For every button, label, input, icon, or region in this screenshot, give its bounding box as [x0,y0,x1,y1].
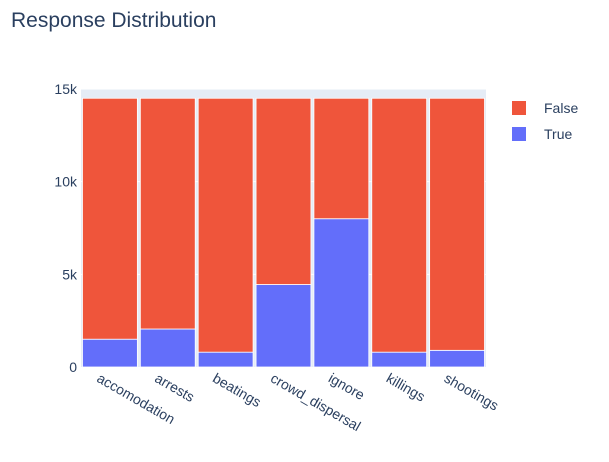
y-tick-label: 0 [69,359,77,375]
bar-true-accomodation[interactable] [82,338,138,368]
bar-true-crowd_dispersal[interactable] [255,284,312,368]
bar-true-shootings[interactable] [429,349,485,368]
x-tick-label: arrests [152,370,197,405]
y-tick-label: 5k [62,266,78,282]
bar-false-accomodation[interactable] [82,97,138,340]
bar-false-crowd_dispersal[interactable] [255,97,312,285]
bar-false-ignore[interactable] [313,97,370,220]
bar-true-killings[interactable] [371,351,428,368]
bar-false-arrests[interactable] [139,97,196,330]
legend-item-true[interactable]: True [512,126,572,142]
bar-false-beatings[interactable] [197,97,254,353]
legend-label-false: False [544,100,578,116]
bar-true-ignore[interactable] [313,218,370,368]
bar-false-shootings[interactable] [429,97,485,351]
x-tick-label: beatings [210,370,264,410]
plot-area [81,88,486,368]
legend-swatch-false [512,101,526,115]
x-tick-label: ignore [326,370,368,403]
bar-true-beatings[interactable] [197,351,254,368]
legend-label-true: True [544,126,572,142]
bar-true-arrests[interactable] [139,328,196,368]
chart-title: Response Distribution [11,9,217,32]
y-axis: 0 5k 10k 15k [54,81,78,375]
x-tick-label: shootings [442,370,502,414]
x-tick-label: killings [384,370,428,405]
y-tick-label: 10k [54,174,78,190]
bar-false-killings[interactable] [371,97,428,353]
legend[interactable]: False True [512,100,578,142]
legend-swatch-true [512,127,526,141]
y-tick-label: 15k [54,81,78,97]
legend-item-false[interactable]: False [512,100,578,116]
